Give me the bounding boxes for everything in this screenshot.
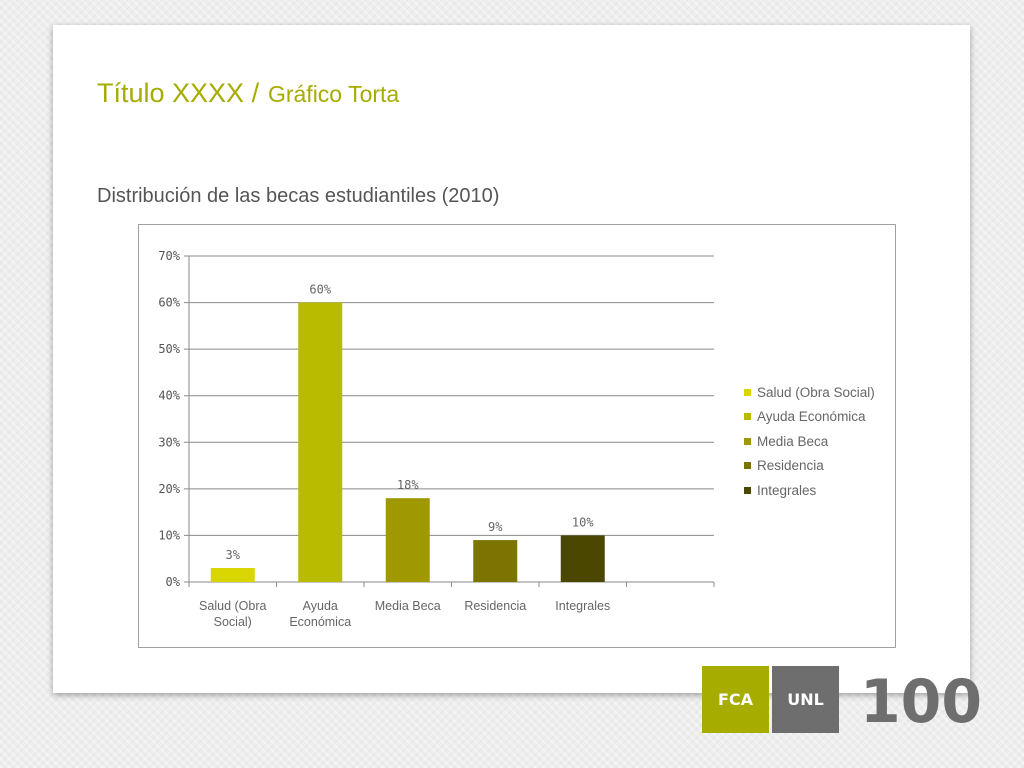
centenary-100-logo: 100 [860, 670, 982, 730]
bar [210, 568, 255, 582]
y-tick-label: 50% [158, 342, 180, 356]
bar-chart: 0% 10% 20% 30% 40% 50% 60% 70% 3% Salud (Obra Soci… [158, 249, 715, 629]
chart-subtitle: Distribución de las becas estudiantiles … [97, 185, 500, 207]
x-category-label: Social) [214, 615, 252, 629]
legend-swatch [744, 462, 751, 470]
legend-swatch [744, 486, 751, 494]
legend-item: Ayuda Económica [744, 405, 875, 430]
y-tick-label: 40% [158, 389, 180, 403]
bar [473, 540, 518, 582]
slide-title: Título XXXX / Gráfico Torta [97, 73, 399, 110]
x-category-label: Ayuda [303, 599, 338, 613]
y-tick-label: 30% [158, 435, 180, 449]
data-label: 60% [309, 283, 331, 297]
legend-label: Salud (Obra Social) [757, 384, 875, 400]
y-tick-label: 60% [158, 296, 180, 310]
legend-item: Residencia [744, 454, 875, 479]
x-category-label: Media Beca [375, 599, 441, 613]
chart-container: 0% 10% 20% 30% 40% 50% 60% 70% 3% Salud (Obra Soci… [138, 224, 896, 648]
x-category-label: Integrales [555, 599, 610, 613]
slide: Título XXXX / Gráfico Torta Distribución… [53, 25, 970, 693]
bar [560, 535, 605, 582]
y-tick-label: 10% [158, 528, 180, 542]
unl-logo: UNL [772, 666, 839, 733]
fca-logo-text: FCA [717, 690, 754, 709]
bar [385, 498, 430, 582]
legend-item: Media Beca [744, 429, 875, 454]
data-label: 18% [397, 478, 419, 492]
legend-item: Integrales [744, 478, 875, 503]
x-category-label: Salud (Obra [199, 599, 266, 613]
slide-title-sub: Gráfico Torta [267, 81, 400, 107]
data-label: 10% [572, 515, 594, 529]
legend-label: Media Beca [757, 433, 829, 449]
x-category-label: Residencia [464, 599, 526, 613]
legend-swatch [744, 437, 751, 445]
chart-legend: Salud (Obra Social) Ayuda Económica Media … [744, 380, 875, 503]
legend-swatch [744, 413, 751, 421]
y-tick-label: 70% [158, 249, 180, 263]
bar [298, 302, 343, 582]
data-label: 9% [488, 520, 503, 534]
legend-label: Residencia [757, 458, 824, 474]
x-category-label: Económica [289, 615, 351, 629]
centenary-100-text: 100 [860, 670, 982, 730]
legend-swatch [744, 388, 751, 396]
legend-label: Ayuda Económica [757, 409, 866, 425]
unl-logo-text: UNL [787, 690, 824, 709]
slide-title-main: Título XXXX / [97, 78, 260, 108]
data-label: 3% [226, 548, 241, 562]
fca-logo: FCA [702, 666, 769, 733]
y-tick-label: 0% [166, 575, 181, 589]
legend-item: Salud (Obra Social) [744, 380, 875, 405]
y-tick-label: 20% [158, 482, 180, 496]
legend-label: Integrales [757, 482, 817, 498]
